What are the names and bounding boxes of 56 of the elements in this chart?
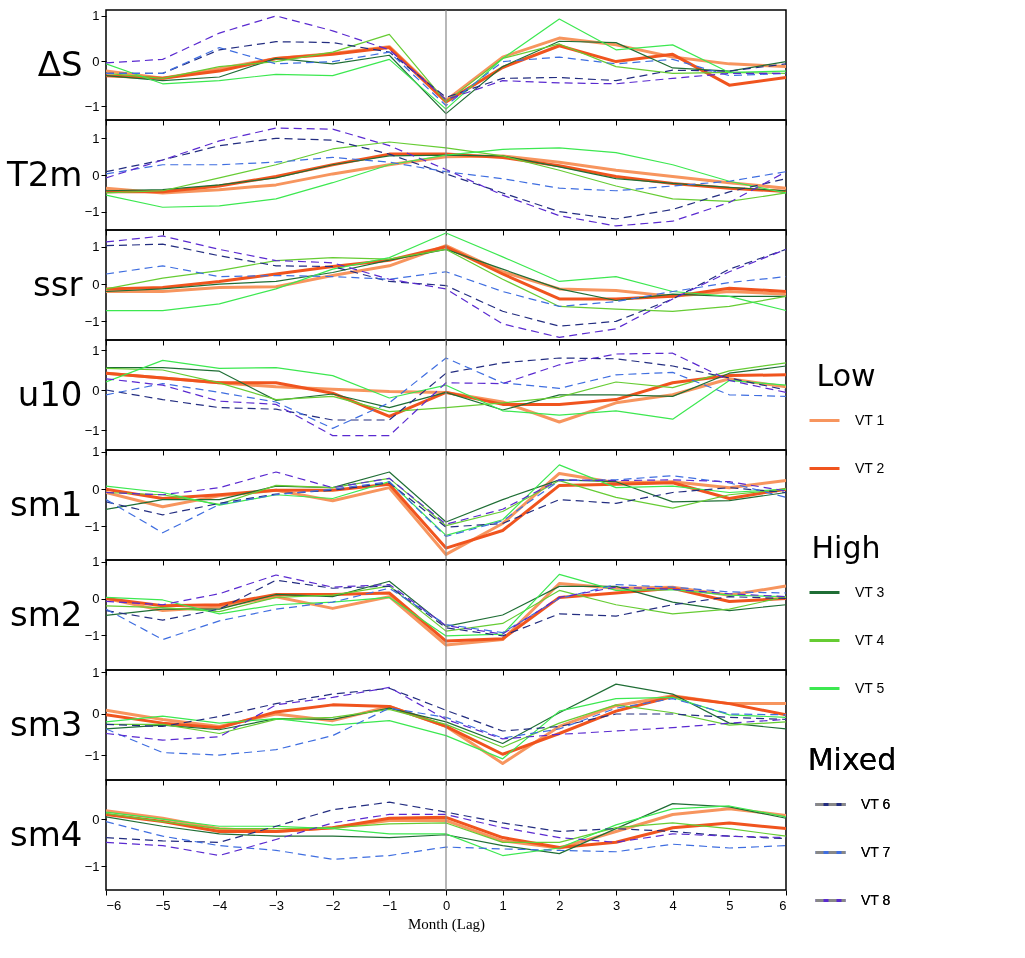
x-tick-label: −4 xyxy=(212,897,228,913)
legend-label: VT 5 xyxy=(855,679,885,696)
legend-label: VT 7 xyxy=(861,843,891,860)
y-axis-title: sm4 xyxy=(10,813,83,854)
legend-label: VT 4 xyxy=(855,631,885,648)
x-tick-label: −6 xyxy=(106,897,122,913)
x-tick-label: 2 xyxy=(556,897,564,913)
x-tick-label: 6 xyxy=(779,897,787,913)
y-tick-label: 1 xyxy=(92,239,100,255)
y-tick-label: −1 xyxy=(84,422,100,438)
y-axis-title: ΔS xyxy=(37,43,83,84)
y-tick-label: 0 xyxy=(92,276,100,292)
x-tick-label: −5 xyxy=(155,897,171,913)
y-tick-label: −1 xyxy=(84,204,100,220)
y-tick-label: 0 xyxy=(92,811,100,827)
y-axis-title: ssr xyxy=(33,263,83,304)
y-tick-label: −1 xyxy=(84,313,100,329)
text: High xyxy=(811,530,881,565)
y-axis-title: sm2 xyxy=(10,593,83,634)
legend-label: VT 8 xyxy=(861,891,891,908)
y-axis-title: sm3 xyxy=(10,703,83,744)
y-tick-label: −1 xyxy=(84,627,100,643)
legend-label: VT 1 xyxy=(855,411,885,428)
legend-label: VT 2 xyxy=(855,459,885,476)
y-tick-label: −1 xyxy=(84,98,100,114)
text: Mixed xyxy=(807,742,897,777)
y-tick-label: 0 xyxy=(92,167,100,183)
x-tick-label: 4 xyxy=(669,897,677,913)
y-tick-label: 1 xyxy=(92,8,100,24)
y-tick-label: 0 xyxy=(92,382,100,398)
legend-label: VT 3 xyxy=(855,583,885,600)
y-tick-label: 1 xyxy=(92,444,100,460)
x-tick-label: 0 xyxy=(442,897,451,913)
x-tick-label: −3 xyxy=(269,897,284,913)
y-tick-label: 0 xyxy=(92,591,100,606)
y-axis-title: sm1 xyxy=(10,483,83,524)
y-tick-label: 1 xyxy=(92,554,100,570)
y-tick-label: 0 xyxy=(92,706,100,722)
y-axis-title: T2m xyxy=(5,153,83,194)
y-tick-label: −1 xyxy=(84,518,100,534)
y-tick-label: 0 xyxy=(92,481,100,497)
legend-label: VT 6 xyxy=(861,795,891,812)
y-tick-label: 1 xyxy=(92,342,100,358)
y-tick-label: −1 xyxy=(84,747,100,763)
x-tick-label: −1 xyxy=(382,897,398,913)
x-tick-label: 5 xyxy=(726,897,734,913)
text: Low xyxy=(816,358,876,393)
y-tick-label: 1 xyxy=(92,664,100,680)
x-tick-label: 1 xyxy=(499,897,507,913)
y-axis-title: u10 xyxy=(17,373,83,414)
y-tick-label: 0 xyxy=(92,53,100,69)
x-tick-label: −2 xyxy=(325,897,341,913)
y-tick-label: −1 xyxy=(84,858,100,874)
x-axis-title: Month (Lag) xyxy=(407,915,486,933)
y-tick-label: 1 xyxy=(92,130,100,146)
x-tick-label: 3 xyxy=(612,897,621,913)
